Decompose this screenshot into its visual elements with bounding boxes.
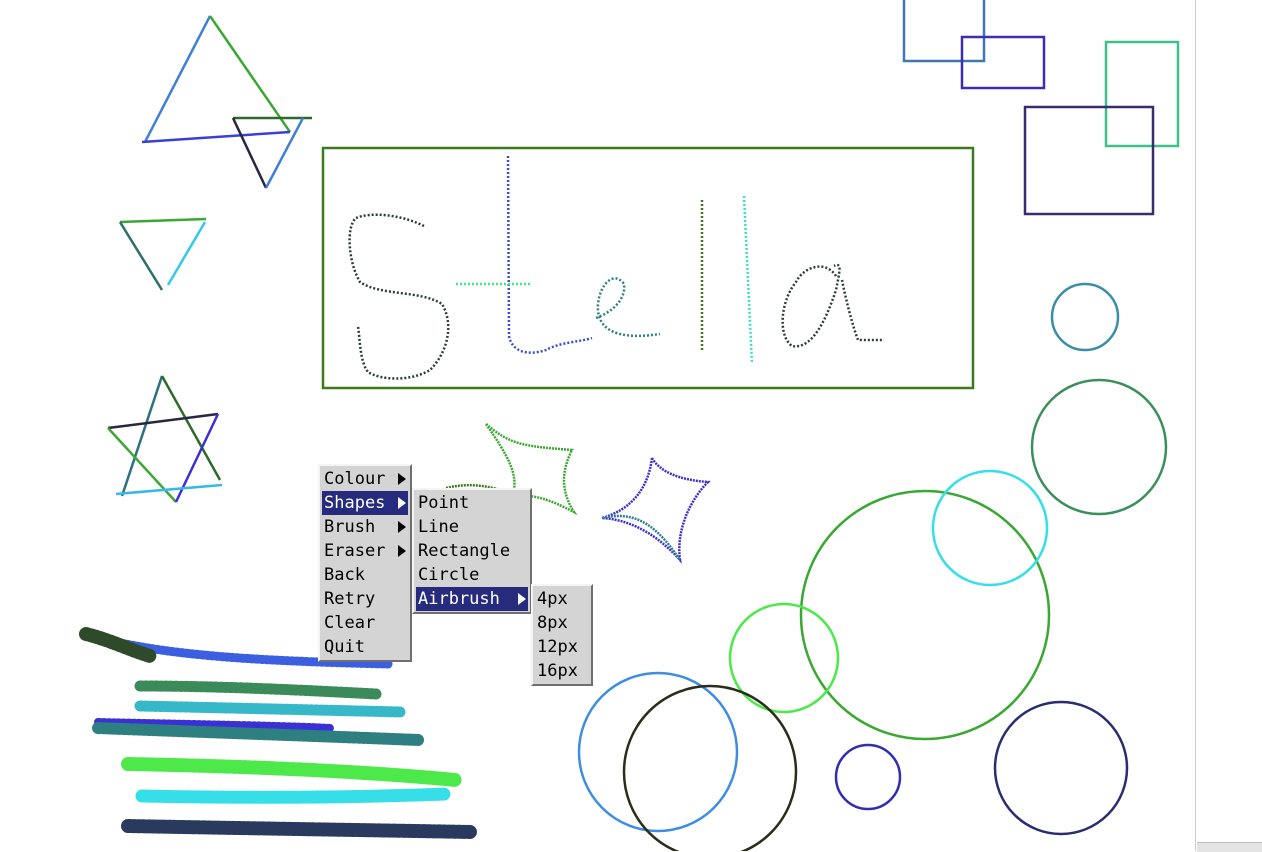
letter-t-stroke — [506, 155, 593, 354]
drawing-canvas[interactable] — [0, 0, 1195, 851]
menu-item-quit[interactable]: Quit — [322, 635, 408, 659]
airbrush-stroke — [134, 680, 382, 700]
airbrush-stroke — [94, 718, 334, 732]
curve-shape — [601, 514, 682, 561]
menu-item-brush[interactable]: Brush — [322, 515, 408, 539]
menu-item-circle[interactable]: Circle — [416, 563, 528, 587]
menu-item-rectangle[interactable]: Rectangle — [416, 539, 528, 563]
menu-item-retry[interactable]: Retry — [322, 587, 408, 611]
line-shape — [120, 375, 164, 497]
shapes-submenu: Point Line Rectangle Circle Airbrush — [412, 488, 532, 614]
letter-l-stroke — [742, 195, 754, 365]
airbrush-stroke — [121, 757, 463, 787]
menu-item-label: Rectangle — [418, 541, 511, 561]
line-shape — [231, 117, 268, 189]
line-shape — [208, 15, 292, 133]
airbrush-stroke — [135, 787, 453, 804]
line-shape — [115, 483, 223, 496]
star-shape — [484, 423, 578, 516]
airbrush-strokes — [79, 627, 479, 839]
main-menu: Colour Shapes Brush Eraser Back Retry Cl… — [318, 464, 412, 662]
letter-s-stroke — [348, 213, 450, 380]
rectangle-shapes — [321, 0, 1180, 390]
line-shape — [143, 15, 212, 143]
line-shape — [118, 221, 164, 291]
circle-shape — [799, 489, 1051, 741]
triangle-shapes — [107, 15, 312, 503]
line-shape — [119, 217, 207, 224]
menu-item-label: Eraser — [324, 541, 386, 561]
letter-a-stroke — [781, 263, 884, 348]
circle-shape — [1050, 282, 1120, 352]
menu-item-shapes[interactable]: Shapes — [322, 491, 408, 515]
line-shape — [107, 412, 219, 430]
menu-item-label: Shapes — [324, 493, 386, 513]
menu-item-colour[interactable]: Colour — [322, 467, 408, 491]
menu-item-4px[interactable]: 4px — [535, 587, 589, 611]
circle-shape — [622, 684, 798, 851]
menu-item-label: Point — [418, 493, 470, 513]
line-shape — [160, 375, 222, 481]
menu-item-label: Back — [324, 565, 365, 585]
menu-item-label: Circle — [418, 565, 480, 585]
submenu-arrow-icon — [398, 545, 406, 557]
circle-shape — [993, 700, 1129, 836]
circle-shapes — [577, 282, 1168, 851]
star-shape — [601, 457, 711, 564]
rectangle-shape — [1104, 40, 1180, 148]
line-shape — [264, 117, 305, 189]
line-shape — [166, 221, 207, 286]
circle-shape — [1030, 378, 1168, 516]
airbrush-stroke — [92, 722, 424, 746]
menu-item-label: 4px — [537, 589, 568, 609]
menu-item-point[interactable]: Point — [416, 491, 528, 515]
scrollbar-corner[interactable] — [1197, 842, 1262, 852]
rectangle-shape — [1023, 105, 1155, 216]
rectangle-shape — [960, 35, 1046, 90]
circle-shape — [834, 743, 902, 811]
drawing-layer — [79, 0, 1180, 851]
letter-e-stroke — [595, 277, 661, 338]
circle-shape — [931, 469, 1049, 587]
submenu-arrow-icon — [398, 521, 406, 533]
menu-item-8px[interactable]: 8px — [535, 611, 589, 635]
menu-item-label: Quit — [324, 637, 365, 657]
menu-item-back[interactable]: Back — [322, 563, 408, 587]
menu-item-line[interactable]: Line — [416, 515, 528, 539]
menu-item-label: 16px — [537, 661, 578, 681]
handwriting-strokes — [348, 155, 884, 380]
airbrush-size-submenu: 4px 8px 12px 16px — [531, 584, 593, 686]
airbrush-stroke — [134, 700, 406, 718]
menu-item-label: Colour — [324, 469, 386, 489]
menu-item-eraser[interactable]: Eraser — [322, 539, 408, 563]
airbrush-stroke — [121, 819, 479, 839]
circle-shape — [577, 671, 739, 833]
menu-item-label: 12px — [537, 637, 578, 657]
menu-item-16px[interactable]: 16px — [535, 659, 589, 683]
submenu-arrow-icon — [398, 473, 406, 485]
circle-shape — [728, 602, 840, 714]
line-shape — [141, 130, 291, 144]
menu-item-clear[interactable]: Clear — [322, 611, 408, 635]
menu-item-12px[interactable]: 12px — [535, 635, 589, 659]
submenu-arrow-icon — [398, 497, 406, 509]
menu-item-airbrush[interactable]: Airbrush — [416, 587, 528, 611]
rectangle-shape — [902, 0, 986, 63]
menu-item-label: Line — [418, 517, 459, 537]
menu-item-label: Brush — [324, 517, 376, 537]
menu-item-label: Airbrush — [418, 589, 500, 609]
window-edge-panel — [1195, 0, 1262, 851]
submenu-arrow-icon — [518, 593, 526, 605]
menu-item-label: Clear — [324, 613, 376, 633]
menu-item-label: 8px — [537, 613, 568, 633]
rectangle-shape — [321, 146, 975, 390]
airbrush-stroke — [79, 627, 157, 663]
menu-item-label: Retry — [324, 589, 376, 609]
